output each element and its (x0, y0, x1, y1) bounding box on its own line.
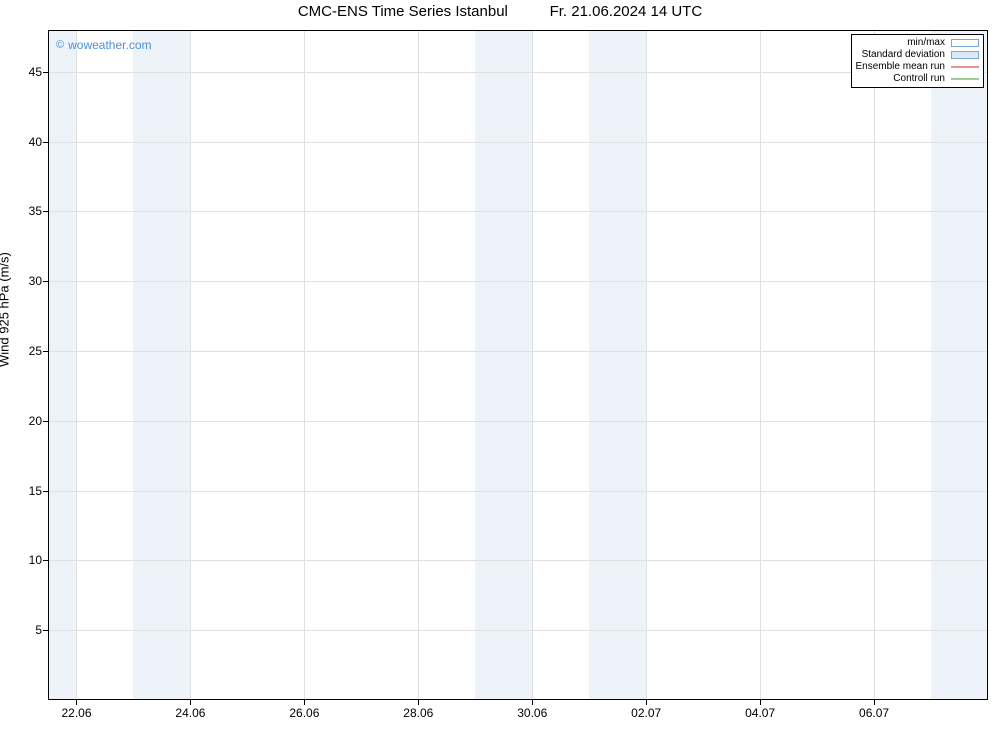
ytick-mark (43, 281, 48, 282)
xtick-mark (532, 700, 533, 705)
legend-label: Standard deviation (862, 49, 945, 61)
xtick-label: 22.06 (61, 706, 91, 720)
legend-swatch (951, 75, 979, 83)
ytick-label: 10 (29, 553, 42, 567)
legend-item: Ensemble mean run (856, 61, 980, 73)
xtick-label: 28.06 (403, 706, 433, 720)
ytick-mark (43, 72, 48, 73)
ytick-mark (43, 421, 48, 422)
gridline-horizontal (48, 72, 988, 73)
ytick-label: 35 (29, 204, 42, 218)
shaded-band (475, 30, 532, 700)
xtick-mark (190, 700, 191, 705)
xtick-label: 26.06 (289, 706, 319, 720)
shaded-band (931, 30, 988, 700)
xtick-mark (646, 700, 647, 705)
gridline-horizontal (48, 211, 988, 212)
xtick-label: 02.07 (631, 706, 661, 720)
ytick-label: 40 (29, 135, 42, 149)
legend-label: Controll run (893, 73, 945, 85)
ytick-label: 5 (35, 623, 42, 637)
legend-item: Controll run (856, 73, 980, 85)
xtick-label: 30.06 (517, 706, 547, 720)
title-series: CMC-ENS Time Series Istanbul (298, 3, 508, 20)
ytick-mark (43, 560, 48, 561)
ytick-mark (43, 351, 48, 352)
gridline-vertical (76, 30, 77, 700)
gridline-vertical (760, 30, 761, 700)
gridline-horizontal (48, 630, 988, 631)
legend-swatch (951, 63, 979, 71)
gridline-vertical (532, 30, 533, 700)
copyright-icon: © (56, 39, 64, 51)
xtick-mark (76, 700, 77, 705)
gridline-vertical (190, 30, 191, 700)
ytick-mark (43, 491, 48, 492)
gridline-horizontal (48, 281, 988, 282)
gridline-horizontal (48, 351, 988, 352)
ytick-label: 20 (29, 414, 42, 428)
xtick-mark (874, 700, 875, 705)
gridline-horizontal (48, 142, 988, 143)
ytick-mark (43, 630, 48, 631)
ytick-mark (43, 211, 48, 212)
legend-swatch (951, 51, 979, 59)
shaded-band (133, 30, 190, 700)
legend-item: min/max (856, 37, 980, 49)
legend-swatch (951, 39, 979, 47)
xtick-label: 06.07 (859, 706, 889, 720)
shaded-band (589, 30, 646, 700)
xtick-mark (760, 700, 761, 705)
ytick-label: 15 (29, 484, 42, 498)
gridline-horizontal (48, 491, 988, 492)
shaded-band (48, 30, 76, 700)
gridline-vertical (418, 30, 419, 700)
legend-item: Standard deviation (856, 49, 980, 61)
legend-label: min/max (907, 37, 945, 49)
legend: min/maxStandard deviationEnsemble mean r… (851, 34, 985, 88)
xtick-mark (418, 700, 419, 705)
y-axis-label: Wind 925 hPa (m/s) (0, 252, 12, 367)
chart-header: CMC-ENS Time Series Istanbul Fr. 21.06.2… (0, 0, 1000, 24)
ytick-label: 45 (29, 65, 42, 79)
chart-container: CMC-ENS Time Series Istanbul Fr. 21.06.2… (0, 0, 1000, 733)
legend-label: Ensemble mean run (856, 61, 946, 73)
gridline-vertical (304, 30, 305, 700)
plot-area: © woweather.com min/maxStandard deviatio… (48, 30, 988, 700)
watermark-text: woweather.com (68, 38, 151, 52)
ytick-label: 25 (29, 344, 42, 358)
gridline-vertical (646, 30, 647, 700)
ytick-label: 30 (29, 274, 42, 288)
xtick-mark (304, 700, 305, 705)
gridline-horizontal (48, 560, 988, 561)
title-datetime: Fr. 21.06.2024 14 UTC (550, 3, 703, 20)
gridline-horizontal (48, 421, 988, 422)
gridline-vertical (874, 30, 875, 700)
ytick-mark (43, 142, 48, 143)
xtick-label: 24.06 (175, 706, 205, 720)
watermark: © woweather.com (56, 38, 151, 52)
xtick-label: 04.07 (745, 706, 775, 720)
